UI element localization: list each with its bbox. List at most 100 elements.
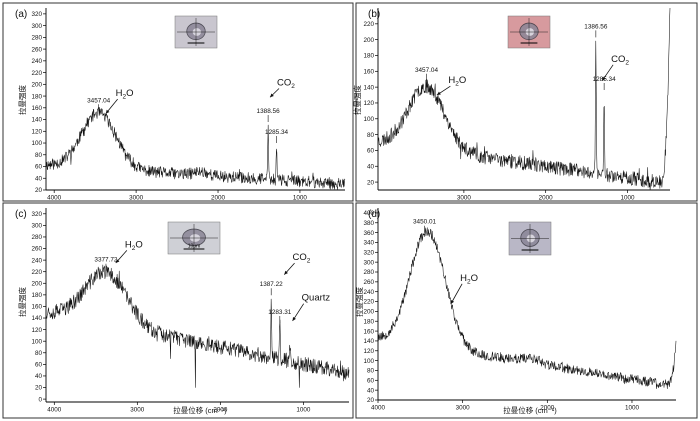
species-arrow-head	[292, 316, 296, 321]
y-tick-label: 280	[31, 35, 42, 42]
peak-label: 1283.31	[268, 309, 292, 316]
y-axis-title: 拉曼强度	[352, 85, 362, 115]
y-tick-label: 180	[31, 93, 42, 100]
inclusion-micrograph	[174, 15, 218, 49]
y-tick-label: 200	[31, 82, 42, 89]
x-tick-label: 3000	[130, 407, 145, 414]
species-label: CO2	[611, 54, 629, 67]
y-axis-title: 拉曼强度	[17, 85, 27, 115]
y-tick-label: 40	[367, 163, 375, 170]
y-tick-label: 180	[363, 53, 374, 60]
peak-label: 1386.56	[584, 23, 608, 30]
y-tick-label: 20	[367, 397, 375, 404]
y-tick-label: 220	[31, 269, 42, 276]
peak-label: 3457.04	[87, 97, 111, 104]
y-tick-label: 360	[363, 230, 374, 237]
scale-bar-label: 10μm	[188, 244, 201, 250]
species-arrow-head	[436, 91, 441, 96]
x-tick-label: 4000	[371, 405, 386, 412]
y-tick-label: 100	[31, 338, 42, 345]
species-arrow-head	[115, 259, 120, 264]
inclusion-micrograph	[507, 15, 551, 49]
y-tick-label: 60	[367, 148, 375, 155]
y-tick-label: 100	[363, 358, 374, 365]
y-tick-label: 220	[31, 70, 42, 77]
x-tick-label: 3000	[129, 195, 144, 202]
y-tick-label: 80	[35, 350, 43, 357]
peak-label: 1388.56	[257, 108, 281, 115]
raman-spectrum-line	[45, 264, 350, 388]
y-tick-label: 280	[31, 234, 42, 241]
x-axis-title: 拉曼位移 (cm⁻¹)	[173, 405, 227, 415]
y-tick-label: 300	[31, 223, 42, 230]
y-tick-label: 20	[35, 385, 43, 392]
y-tick-label: 200	[363, 309, 374, 316]
y-tick-label: 160	[363, 328, 374, 335]
species-arrow-head	[450, 300, 455, 304]
y-tick-label: 240	[31, 257, 42, 264]
species-label: Quartz	[302, 293, 331, 304]
y-tick-label: 240	[31, 58, 42, 65]
y-tick-label: 40	[367, 387, 375, 394]
y-tick-label: 260	[363, 279, 374, 286]
y-tick-label: 60	[35, 164, 43, 171]
species-label: CO2	[293, 252, 311, 265]
y-tick-label: 120	[31, 128, 42, 135]
y-tick-label: 20	[367, 179, 375, 186]
x-tick-label: 1000	[625, 405, 640, 412]
inclusion-micrograph: 10μm	[167, 221, 221, 255]
inclusion-micrograph	[508, 221, 552, 256]
y-tick-label: 380	[363, 220, 374, 227]
y-tick-label: 160	[363, 69, 374, 76]
x-tick-label: 2000	[213, 407, 228, 414]
y-tick-label: 180	[363, 318, 374, 325]
panel-frame	[355, 202, 698, 419]
x-tick-label: 1000	[296, 407, 311, 414]
peak-label: 3457.04	[415, 67, 439, 74]
y-tick-label: 200	[363, 37, 374, 44]
x-tick-label: 2000	[211, 195, 226, 202]
x-tick-label: 4000	[47, 195, 62, 202]
y-tick-label: 20	[35, 187, 43, 194]
peak-label: 3450.01	[413, 219, 437, 226]
y-tick-label: 260	[31, 246, 42, 253]
y-tick-label: 320	[31, 211, 42, 218]
y-tick-label: 220	[363, 21, 374, 28]
x-axis-title: 拉曼位移 (cm⁻¹)	[503, 405, 557, 415]
panel-4: 20 40 60 80 100 120 140 160 180 200 220 240 260 280 30…	[354, 202, 698, 419]
species-arrow-head	[270, 93, 274, 98]
panel-2: 20 40 60 80 100 120 140 160 180 200 220 3000 2000 100…	[352, 2, 698, 202]
x-tick-label: 1000	[293, 195, 308, 202]
species-label: H2O	[116, 88, 134, 101]
y-tick-label: 320	[363, 250, 374, 257]
peak-label: 3377.72	[94, 257, 118, 264]
y-tick-label: 160	[31, 105, 42, 112]
y-tick-label: 0	[38, 396, 42, 403]
y-tick-label: 40	[35, 373, 43, 380]
y-axis-title: 拉曼强度	[354, 287, 364, 317]
x-tick-label: 1000	[620, 195, 635, 202]
y-tick-label: 80	[367, 368, 375, 375]
y-tick-label: 120	[363, 348, 374, 355]
y-tick-label: 160	[31, 304, 42, 311]
y-tick-label: 140	[31, 315, 42, 322]
species-label: H2O	[460, 273, 478, 286]
peak-label: 1387.22	[260, 281, 284, 288]
raman-spectrum-line	[45, 106, 346, 190]
y-tick-label: 80	[35, 152, 43, 159]
panel-1: 20 40 60 80 100 120 140 160 180 200 220 240 260 280 30…	[2, 2, 354, 202]
panel-frame	[355, 2, 698, 202]
y-tick-label: 80	[367, 132, 375, 139]
y-tick-label: 300	[363, 259, 374, 266]
y-tick-label: 240	[363, 289, 374, 296]
species-label: H2O	[448, 75, 466, 88]
species-arrow	[450, 283, 463, 305]
panel-label: (a)	[15, 9, 27, 20]
y-tick-label: 60	[35, 362, 43, 369]
peak-label: 1285.34	[265, 129, 289, 136]
y-tick-label: 320	[31, 11, 42, 18]
panel-label: (c)	[15, 209, 27, 220]
y-tick-label: 220	[363, 299, 374, 306]
panel-frame	[2, 2, 354, 202]
